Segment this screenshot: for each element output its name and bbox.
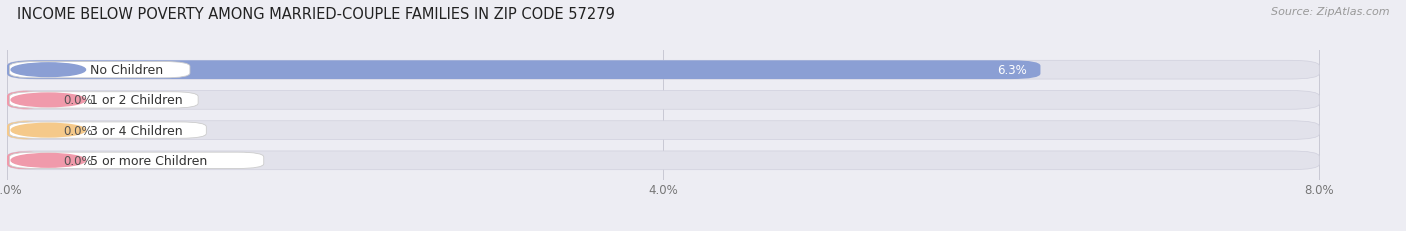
FancyBboxPatch shape xyxy=(10,62,190,79)
Text: 6.3%: 6.3% xyxy=(998,64,1028,77)
FancyBboxPatch shape xyxy=(7,61,1040,80)
FancyBboxPatch shape xyxy=(7,61,1319,80)
Circle shape xyxy=(11,94,86,107)
FancyBboxPatch shape xyxy=(10,92,198,109)
FancyBboxPatch shape xyxy=(7,151,1319,170)
Circle shape xyxy=(11,64,86,77)
FancyBboxPatch shape xyxy=(7,151,44,170)
Text: 3 or 4 Children: 3 or 4 Children xyxy=(90,124,183,137)
FancyBboxPatch shape xyxy=(10,122,207,139)
Text: 0.0%: 0.0% xyxy=(63,124,93,137)
FancyBboxPatch shape xyxy=(7,121,44,140)
Text: 5 or more Children: 5 or more Children xyxy=(90,154,208,167)
FancyBboxPatch shape xyxy=(7,91,44,110)
Text: INCOME BELOW POVERTY AMONG MARRIED-COUPLE FAMILIES IN ZIP CODE 57279: INCOME BELOW POVERTY AMONG MARRIED-COUPL… xyxy=(17,7,614,22)
Text: 0.0%: 0.0% xyxy=(63,94,93,107)
FancyBboxPatch shape xyxy=(10,152,264,169)
Circle shape xyxy=(11,124,86,137)
Text: 0.0%: 0.0% xyxy=(63,154,93,167)
Text: 1 or 2 Children: 1 or 2 Children xyxy=(90,94,183,107)
FancyBboxPatch shape xyxy=(7,91,1319,110)
Circle shape xyxy=(11,154,86,167)
Text: No Children: No Children xyxy=(90,64,163,77)
Text: Source: ZipAtlas.com: Source: ZipAtlas.com xyxy=(1271,7,1389,17)
FancyBboxPatch shape xyxy=(7,121,1319,140)
